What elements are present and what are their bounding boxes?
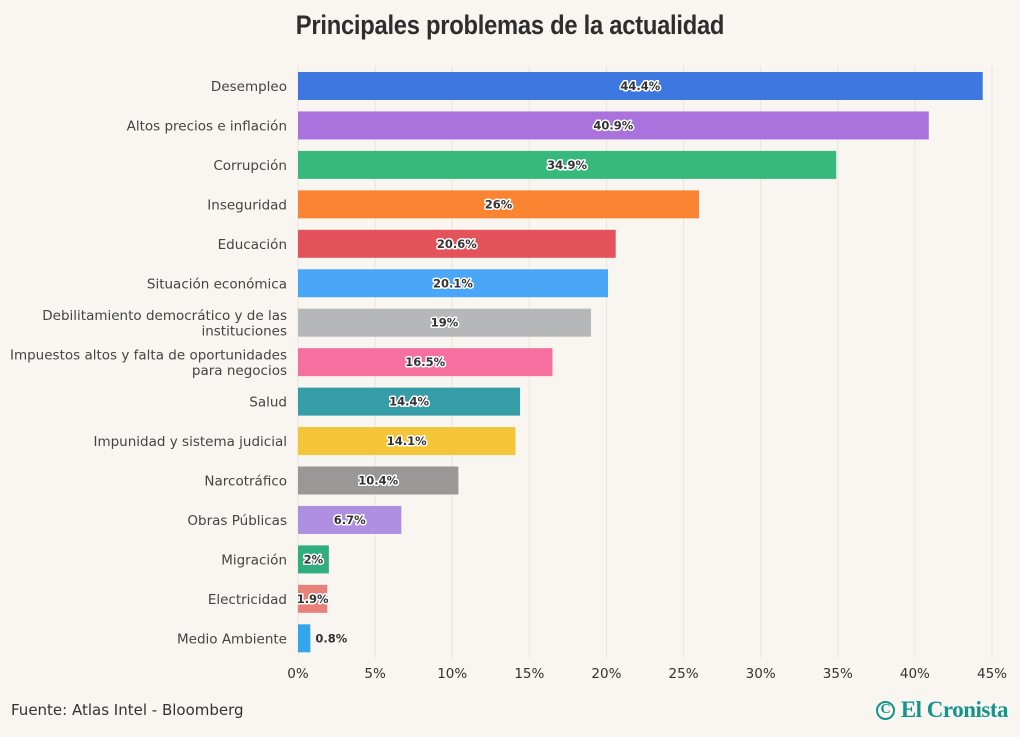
x-axis-ticks: 0% 5% 10% 15% 20% 25% 30% 35% 40% 45%	[287, 666, 1007, 682]
value-label: 20.1%	[433, 276, 473, 290]
category-label: Obras Públicas	[187, 513, 287, 529]
x-tick-label: 45%	[977, 666, 1007, 682]
category-label: Migración	[221, 552, 287, 568]
category-label: Electricidad	[208, 592, 287, 608]
bar[interactable]	[298, 150, 837, 179]
value-label: 6.7%	[334, 513, 366, 527]
category-label: Altos precios e inflación	[127, 118, 287, 134]
category-label: Medio Ambiente	[177, 631, 287, 647]
x-tick-label: 40%	[900, 666, 930, 682]
x-tick-label: 20%	[591, 666, 621, 682]
value-label: 16.5%	[405, 355, 445, 369]
bar[interactable]	[298, 348, 553, 377]
value-labels: 44.4% 40.9% 34.9% 26% 20.6% 20.1% 19% 16.5% 14.4…	[295, 78, 662, 646]
bar[interactable]	[298, 111, 929, 140]
value-label: 2%	[304, 552, 324, 566]
bar[interactable]	[298, 72, 983, 100]
value-label: 14.4%	[389, 395, 429, 409]
bar[interactable]	[298, 624, 311, 653]
value-label: 19%	[431, 316, 459, 330]
bar[interactable]	[298, 190, 699, 219]
bar[interactable]	[298, 229, 616, 258]
category-label: Inseguridad	[207, 197, 287, 213]
bar[interactable]	[298, 584, 328, 613]
category-label: Impunidad y sistema judicial	[93, 434, 287, 450]
category-label: Impuestos altos y falta de oportunidades	[10, 347, 287, 363]
category-label: Narcotráfico	[204, 474, 287, 490]
x-tick-label: 15%	[514, 666, 544, 682]
x-tick-label: 25%	[669, 666, 699, 682]
value-label: 20.6%	[437, 237, 477, 251]
cronista-logo-icon: C	[875, 700, 895, 720]
category-label: para negocios	[192, 363, 287, 379]
value-label: 10.4%	[358, 474, 398, 488]
bars	[298, 72, 983, 653]
category-label: Educación	[218, 237, 287, 253]
x-tick-label: 5%	[364, 666, 386, 682]
bar[interactable]	[298, 505, 402, 534]
value-label: 1.9%	[297, 592, 329, 606]
bar[interactable]	[298, 387, 521, 416]
bar[interactable]	[298, 269, 608, 298]
bar[interactable]	[298, 308, 592, 337]
value-label: 0.8%	[315, 631, 347, 645]
category-label: instituciones	[201, 323, 287, 339]
bar[interactable]	[298, 545, 329, 574]
bar[interactable]	[298, 466, 459, 495]
x-tick-label: 10%	[437, 666, 467, 682]
x-tick-label: 35%	[823, 666, 853, 682]
value-label: 44.4%	[620, 79, 660, 93]
x-tick-label: 0%	[287, 666, 309, 682]
chart-title: Principales problemas de la actualidad	[295, 10, 725, 40]
bar[interactable]	[298, 427, 516, 456]
brand-name: El Cronista	[900, 697, 1009, 722]
category-label: Situación económica	[147, 276, 287, 292]
value-label: 14.1%	[387, 434, 427, 448]
category-label: Debilitamiento democrático y de las	[42, 308, 287, 324]
category-label: Desempleo	[211, 79, 287, 95]
value-label: 26%	[485, 197, 513, 211]
x-tick-label: 30%	[746, 666, 776, 682]
brand-logo: C El Cronista	[875, 697, 1009, 723]
value-label: 34.9%	[547, 158, 587, 172]
category-label: Corrupción	[213, 158, 287, 174]
category-labels: Desempleo Altos precios e inflación Corrup…	[10, 79, 287, 647]
value-label: 40.9%	[593, 118, 633, 132]
category-label: Salud	[249, 395, 287, 411]
source-note: Fuente: Atlas Intel - Bloomberg	[11, 701, 244, 719]
